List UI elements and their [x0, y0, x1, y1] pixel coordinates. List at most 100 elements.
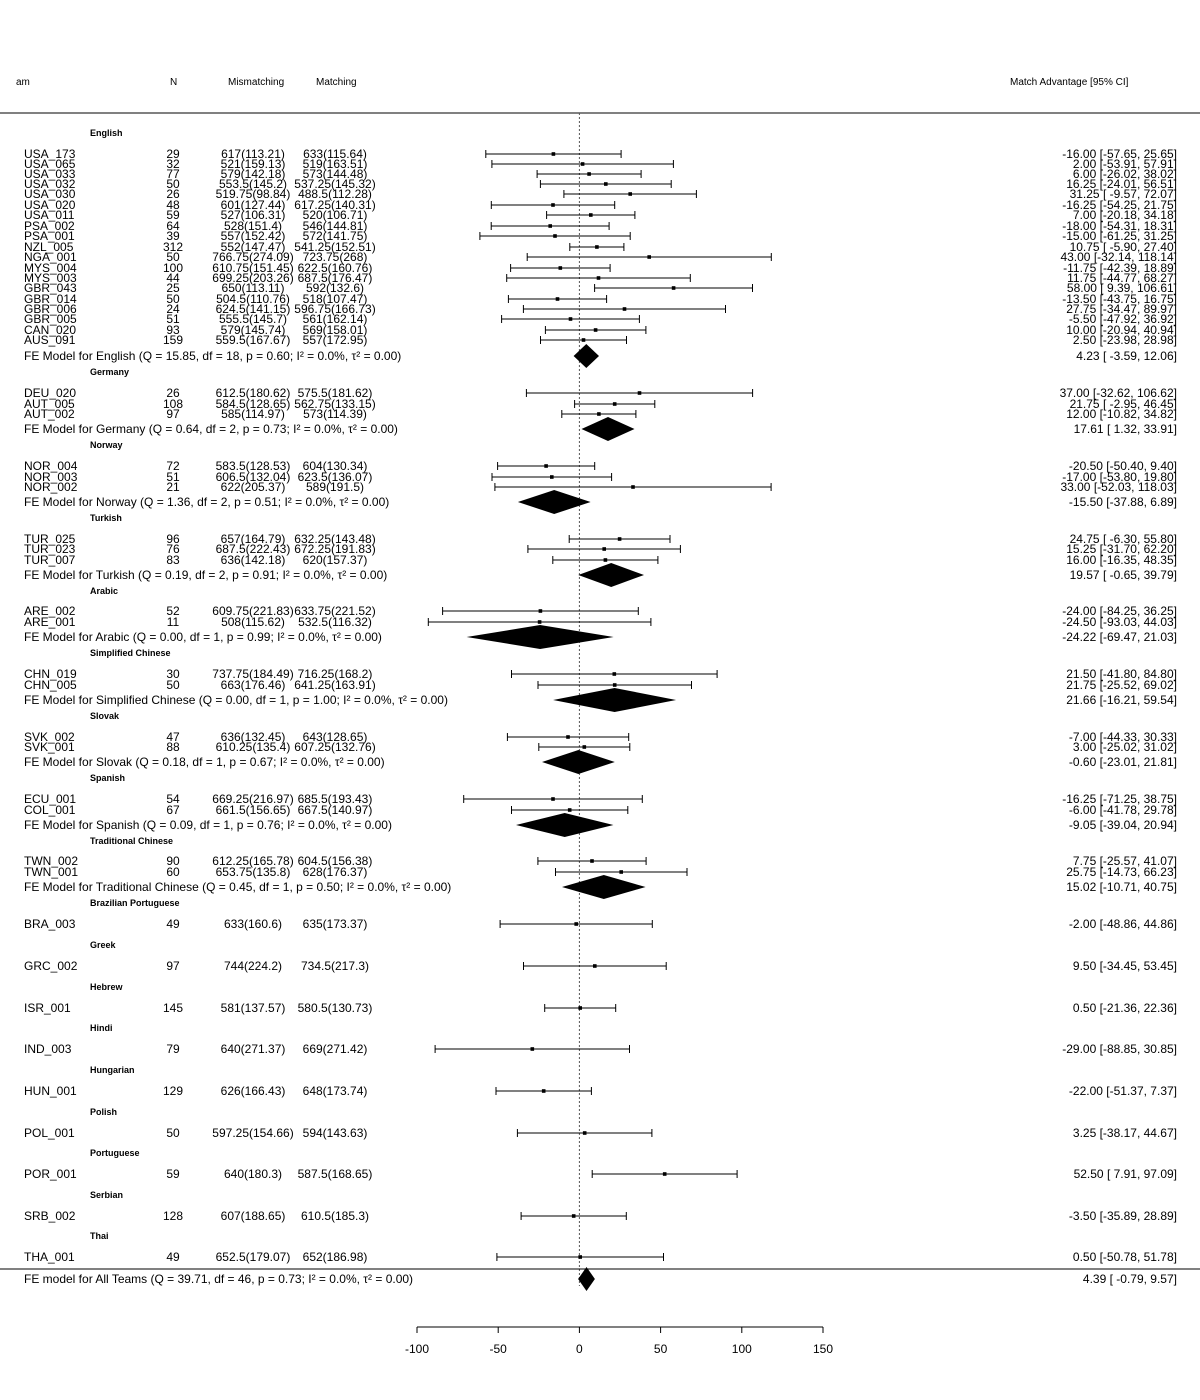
study-ci: -5.50 [-47.92, 36.92] — [1069, 312, 1177, 326]
study-n: 159 — [163, 333, 183, 347]
point-estimate — [612, 683, 617, 687]
study-matching: 580.5(130.73) — [298, 1001, 373, 1015]
study-n: 97 — [166, 959, 180, 973]
study-row: TWN_002 90 612.25(165.78) 604.5(156.38) 7.75… — [24, 854, 1177, 868]
point-estimate — [530, 1047, 535, 1051]
study-row: CHN_019 30 737.75(184.49) 716.25(168.2) 21.5… — [24, 667, 1177, 681]
study-n: 145 — [163, 1001, 183, 1015]
study-n: 67 — [166, 803, 180, 817]
study-ci: -22.00 [-51.37, 7.37] — [1069, 1084, 1177, 1098]
summary-row: FE Model for Simplified Chinese (Q = 0.0… — [24, 688, 1177, 712]
study-team: TWN_001 — [24, 865, 78, 879]
study-row: BRA_003 49 633(160.6) 635(173.37) -2.00 [-48… — [24, 917, 1177, 931]
study-matching: 596.75(166.73) — [294, 302, 375, 316]
summary-row: FE Model for English (Q = 15.85, df = 18… — [24, 344, 1177, 368]
study-team: DEU_020 — [24, 386, 76, 400]
study-team: COL_001 — [24, 803, 76, 817]
study-mismatching: 559.5(167.67) — [216, 333, 291, 347]
study-team: NGA_001 — [24, 250, 77, 264]
study-team: THA_001 — [24, 1250, 75, 1264]
study-row: AUS_091 159 559.5(167.67) 557(172.95) 2.50 [… — [24, 333, 1177, 347]
study-mismatching: 737.75(184.49) — [212, 667, 293, 681]
study-row: GRC_002 97 744(224.2) 734.5(217.3) 9.50 [-34… — [24, 959, 1177, 973]
model-ci: -15.50 [-37.88, 6.89] — [1069, 495, 1177, 509]
study-team: NOR_003 — [24, 470, 78, 484]
study-team: TUR_023 — [24, 542, 76, 556]
study-matching: 622.5(160.76) — [298, 261, 373, 275]
model-label: FE Model for Turkish (Q = 0.19, df = 2, … — [24, 568, 387, 582]
point-estimate — [580, 162, 585, 166]
study-mismatching: 579(142.18) — [221, 167, 286, 181]
model-label: FE Model for Norway (Q = 1.36, df = 2, p… — [24, 495, 389, 509]
study-row: SRB_002 128 607(188.65) 610.5(185.3) -3.50 [… — [24, 1209, 1177, 1223]
study-team: GBR_006 — [24, 302, 77, 316]
study-ci: 24.75 [ -6.30, 55.80] — [1070, 532, 1177, 546]
study-team: USA_011 — [24, 208, 75, 222]
study-team: NOR_002 — [24, 480, 78, 494]
study-ci: 37.00 [-32.62, 106.62] — [1060, 386, 1177, 400]
study-mismatching: 528(151.4) — [224, 219, 282, 233]
study-mismatching: 609.75(221.83) — [212, 604, 293, 618]
study-n: 312 — [163, 240, 183, 254]
study-matching: 589(191.5) — [306, 480, 364, 494]
model-ci: -9.05 [-39.04, 20.94] — [1069, 818, 1177, 832]
study-row: NOR_003 51 606.5(132.04) 623.5(136.07) -17.0… — [24, 470, 1177, 484]
study-mismatching: 552(147.47) — [221, 240, 286, 254]
study-mismatching: 636(142.18) — [221, 553, 286, 567]
model-label: FE Model for English (Q = 15.85, df = 18… — [24, 349, 401, 363]
point-estimate — [593, 964, 597, 968]
study-ci: 0.50 [-21.36, 22.36] — [1073, 1001, 1177, 1015]
study-n: 50 — [166, 678, 180, 692]
group-header: Arabic — [90, 586, 118, 596]
study-team: IND_003 — [24, 1042, 72, 1056]
study-mismatching: 687.5(222.43) — [216, 542, 291, 556]
study-matching: 716.25(168.2) — [298, 667, 373, 681]
study-row: ECU_001 54 669.25(216.97) 685.5(193.43) -16.… — [24, 792, 1177, 806]
study-matching: 648(173.74) — [303, 1084, 368, 1098]
point-estimate — [550, 475, 554, 479]
study-matching: 672.25(191.83) — [294, 542, 375, 556]
study-n: 21 — [166, 480, 180, 494]
study-n: 49 — [166, 917, 180, 931]
study-team: SVK_002 — [24, 730, 75, 744]
header-effect: Match Advantage [95% CI] — [1010, 77, 1129, 88]
study-row: TUR_023 76 687.5(222.43) 672.25(191.83) 15.2… — [24, 542, 1177, 556]
study-ci: 16.00 [-16.35, 48.35] — [1066, 553, 1177, 567]
group-header: English — [90, 128, 123, 138]
x-tick-label: -100 — [405, 1342, 429, 1356]
study-ci: -7.00 [-44.33, 30.33] — [1069, 730, 1177, 744]
group-header: Polish — [90, 1107, 117, 1117]
study-row: MYS_003 44 699.25(203.26) 687.5(176.47) 11.7… — [24, 271, 1177, 285]
point-estimate — [637, 391, 642, 395]
summary-row: FE Model for Slovak (Q = 0.18, df = 1, p… — [24, 750, 1177, 774]
study-team: USA_173 — [24, 147, 76, 161]
study-ci: -18.00 [-54.31, 18.31] — [1062, 219, 1177, 233]
point-estimate — [574, 922, 578, 926]
study-mismatching: 650(113.11) — [222, 281, 285, 295]
point-estimate — [596, 276, 601, 280]
study-team: AUT_005 — [24, 397, 75, 411]
study-matching: 520(106.71) — [303, 208, 368, 222]
study-mismatching: 640(271.37) — [221, 1042, 286, 1056]
study-team: USA_030 — [24, 187, 76, 201]
point-estimate — [612, 672, 617, 676]
study-n: 64 — [166, 219, 180, 233]
study-matching: 537.25(145.32) — [294, 177, 375, 191]
study-matching: 488.5(112.28) — [298, 187, 372, 201]
study-ci: 16.25 [-24.01, 56.51] — [1066, 177, 1177, 191]
study-row: ARE_001 11 508(115.62) 532.5(116.32) -24.50 … — [24, 615, 1177, 629]
point-estimate — [647, 255, 651, 259]
model-ci: 17.61 [ 1.32, 33.91] — [1074, 422, 1177, 436]
study-mismatching: 653.75(135.8) — [216, 865, 291, 879]
point-estimate — [558, 266, 563, 270]
point-estimate — [590, 859, 594, 863]
study-row: USA_173 29 617(113.21) 633(115.64) -16.00 [-… — [24, 147, 1177, 161]
study-team: TWN_002 — [24, 854, 78, 868]
summary-diamond — [578, 563, 644, 587]
study-row: USA_032 50 553.5(145.2) 537.25(145.32) 16.25… — [24, 177, 1177, 191]
point-estimate — [628, 192, 632, 196]
x-tick-label: 150 — [813, 1342, 833, 1356]
group-header: Simplified Chinese — [90, 648, 171, 658]
group-header: Turkish — [90, 513, 122, 523]
study-matching: 557(172.95) — [303, 333, 368, 347]
